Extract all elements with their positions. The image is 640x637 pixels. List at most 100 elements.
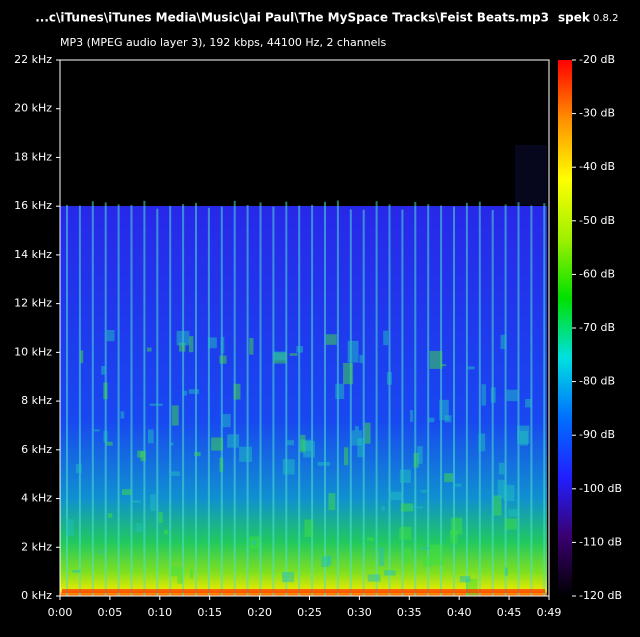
transient-stripe <box>465 202 468 597</box>
y-tick-label: 16 kHz <box>14 199 52 212</box>
transient-stripe <box>182 204 185 596</box>
x-tick-label: 0:49 <box>537 606 562 619</box>
energy-blob <box>383 330 389 346</box>
colorbar-tick-label: -80 dB <box>579 375 615 388</box>
x-tick-label: 0:30 <box>347 606 372 619</box>
energy-blob <box>429 350 443 369</box>
transient-stripe <box>298 205 301 596</box>
energy-blob <box>478 433 486 452</box>
energy-blob <box>103 430 108 443</box>
energy-blob <box>504 518 517 530</box>
transient-stripe <box>130 205 133 596</box>
file-info: MP3 (MPEG audio layer 3), 192 kbps, 4410… <box>60 36 386 49</box>
plot-frame <box>59 59 550 597</box>
energy-blob <box>179 342 186 352</box>
energy-blob <box>444 473 453 483</box>
energy-blob <box>300 434 306 453</box>
energy-blob <box>466 366 475 370</box>
y-tick-label: 4 kHz <box>21 492 52 505</box>
energy-blob <box>359 354 364 363</box>
transient-stripe <box>388 204 391 596</box>
transient-stripe <box>91 201 94 596</box>
transient-stripe <box>349 209 352 596</box>
energy-blob <box>379 547 385 566</box>
energy-blob <box>99 550 103 554</box>
transient-stripe <box>156 208 159 597</box>
energy-blob <box>220 336 225 354</box>
transient-stripe <box>207 207 210 597</box>
energy-blob <box>94 429 100 432</box>
energy-blob <box>519 430 528 446</box>
energy-blob <box>383 570 396 576</box>
energy-blob <box>388 491 402 501</box>
transient-stripe <box>78 205 81 596</box>
energy-blob <box>504 567 508 576</box>
transient-stripe <box>453 206 455 596</box>
energy-blob <box>122 489 132 496</box>
transient-stripe <box>169 205 172 596</box>
energy-blob <box>289 353 298 356</box>
transient-stripe <box>66 204 68 596</box>
y-tick-label: 10 kHz <box>14 345 52 358</box>
y-tick-label: 20 kHz <box>14 102 52 115</box>
energy-blob <box>399 526 412 540</box>
transient-stripe <box>285 201 288 596</box>
energy-blob <box>321 556 330 567</box>
energy-blob <box>66 519 74 536</box>
colorbar-tick-label: -40 dB <box>579 160 615 173</box>
spectrum-hf <box>515 145 547 205</box>
colorbar-tick-label: -20 dB <box>579 53 615 66</box>
energy-blob <box>498 462 505 475</box>
y-tick-label: 8 kHz <box>21 394 52 407</box>
transient-stripe <box>220 206 223 596</box>
energy-blob <box>410 506 423 509</box>
energy-blob <box>148 429 154 444</box>
energy-blob <box>149 403 163 406</box>
energy-blob <box>135 523 143 533</box>
colorbar-tick-label: -70 dB <box>579 321 615 334</box>
energy-blob <box>364 422 371 444</box>
energy-blob <box>466 578 478 596</box>
energy-blob <box>354 426 359 431</box>
energy-blob <box>190 569 194 579</box>
energy-blob <box>351 430 362 446</box>
energy-blob <box>439 399 449 421</box>
energy-blob <box>317 462 330 466</box>
transient-stripe <box>143 200 146 597</box>
energy-blob <box>222 413 231 428</box>
energy-blob <box>287 440 294 446</box>
x-tick-label: 0:40 <box>447 606 472 619</box>
energy-blob <box>400 503 414 512</box>
colorbar-tick-label: -120 dB <box>579 589 622 602</box>
energy-blob <box>327 555 332 566</box>
transient-stripe <box>504 204 507 596</box>
energy-blob <box>381 506 385 511</box>
energy-blob <box>450 530 458 544</box>
energy-blob <box>176 330 190 346</box>
energy-blob <box>428 417 435 423</box>
transient-stripe <box>414 201 417 596</box>
energy-blob <box>252 540 257 545</box>
energy-blob <box>420 490 430 493</box>
colorbar-tick-label: -90 dB <box>579 428 615 441</box>
transient-stripe <box>311 204 314 596</box>
energy-blob <box>366 537 375 541</box>
file-title: ...c\iTunes\iTunes Media\Music\Jai Paul\… <box>35 11 549 25</box>
energy-blob <box>481 384 486 406</box>
energy-blob <box>137 450 144 458</box>
energy-blob <box>441 364 447 367</box>
transient-stripe <box>517 202 520 597</box>
energy-blob <box>493 495 502 516</box>
transient-stripe <box>543 203 546 597</box>
y-tick-label: 18 kHz <box>14 150 52 163</box>
energy-blob <box>194 452 201 457</box>
energy-blob <box>525 399 532 408</box>
energy-blob <box>452 483 462 487</box>
energy-blob <box>171 405 179 426</box>
energy-blob <box>249 338 254 355</box>
transient-stripe <box>246 205 249 596</box>
x-tick-label: 0:15 <box>197 606 222 619</box>
energy-blob <box>282 459 295 475</box>
energy-blob <box>386 372 392 385</box>
transient-stripe <box>259 202 262 596</box>
